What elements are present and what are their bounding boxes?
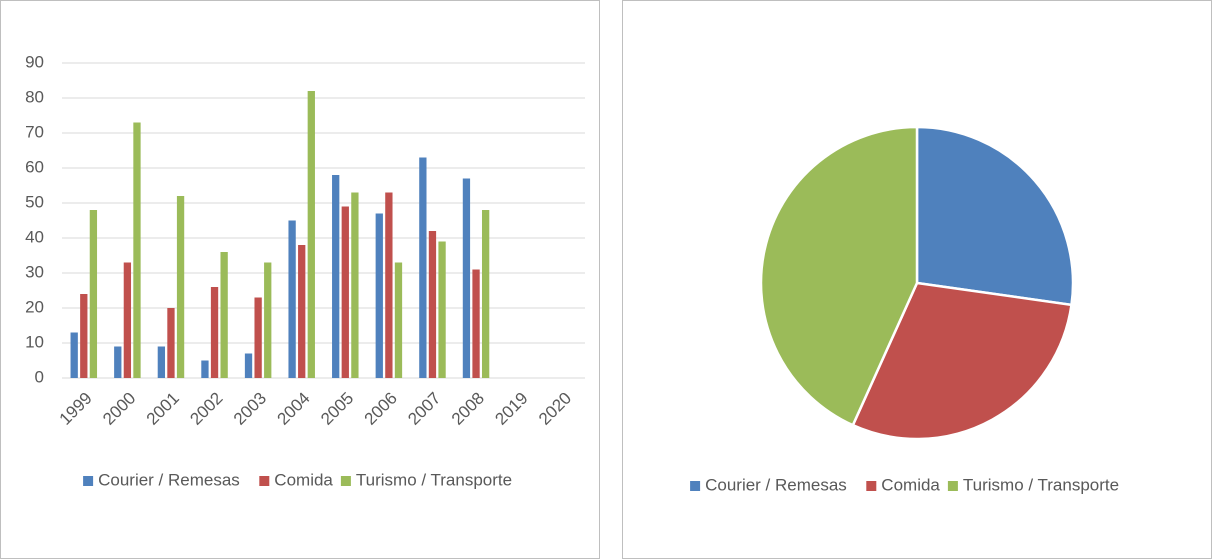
- bar: [210, 287, 219, 378]
- bar: [462, 178, 471, 378]
- pie-slice: [915, 125, 1075, 307]
- bar: [254, 297, 262, 378]
- bar: [438, 241, 446, 378]
- bar: [351, 192, 359, 378]
- bar: [176, 196, 185, 378]
- y-tick-label: 60: [25, 157, 44, 176]
- bar: [220, 252, 228, 378]
- y-tick-label: 0: [35, 367, 44, 386]
- bar: [307, 91, 315, 378]
- legend-label: Courier / Remesas: [705, 475, 847, 494]
- bar: [201, 360, 209, 378]
- bar: [114, 346, 122, 378]
- legend-swatch: [947, 481, 958, 491]
- legend-swatch: [866, 481, 877, 491]
- bar: [157, 346, 166, 378]
- bar: [133, 122, 141, 378]
- bar: [419, 157, 427, 378]
- bar: [341, 206, 349, 378]
- bar: [385, 192, 393, 378]
- legend-swatch: [690, 481, 701, 491]
- legend-label: Turismo / Transporte: [963, 475, 1119, 494]
- bar: [264, 262, 272, 378]
- y-tick-label: 10: [25, 332, 44, 351]
- bar: [288, 220, 296, 378]
- bar: [375, 213, 383, 378]
- bar: [244, 353, 253, 378]
- legend-label: Courier / Remesas: [98, 470, 240, 489]
- y-tick-label: 90: [25, 52, 44, 71]
- y-tick-label: 40: [25, 227, 44, 246]
- legend-label: Comida: [881, 475, 940, 494]
- bar: [123, 262, 132, 378]
- y-tick-label: 20: [25, 297, 44, 316]
- legend-swatch: [259, 476, 270, 486]
- y-tick-label: 50: [25, 192, 44, 211]
- pie-slice: [759, 125, 919, 427]
- bar: [167, 308, 175, 378]
- bar: [332, 175, 340, 378]
- legend-swatch: [340, 476, 351, 486]
- bar: [70, 332, 78, 378]
- pie-slice: [851, 281, 1073, 441]
- bar: [80, 294, 88, 378]
- legend-label: Turismo / Transporte: [356, 470, 512, 489]
- bar: [298, 245, 306, 378]
- legend-swatch: [83, 476, 94, 486]
- bar: [472, 269, 480, 378]
- bar: [394, 262, 403, 378]
- y-tick-label: 30: [25, 262, 44, 281]
- bar: [89, 210, 98, 378]
- y-tick-label: 80: [25, 87, 44, 106]
- bar: [481, 210, 490, 378]
- legend-label: Comida: [274, 470, 333, 489]
- bar: [428, 231, 437, 378]
- y-tick-label: 70: [25, 122, 44, 141]
